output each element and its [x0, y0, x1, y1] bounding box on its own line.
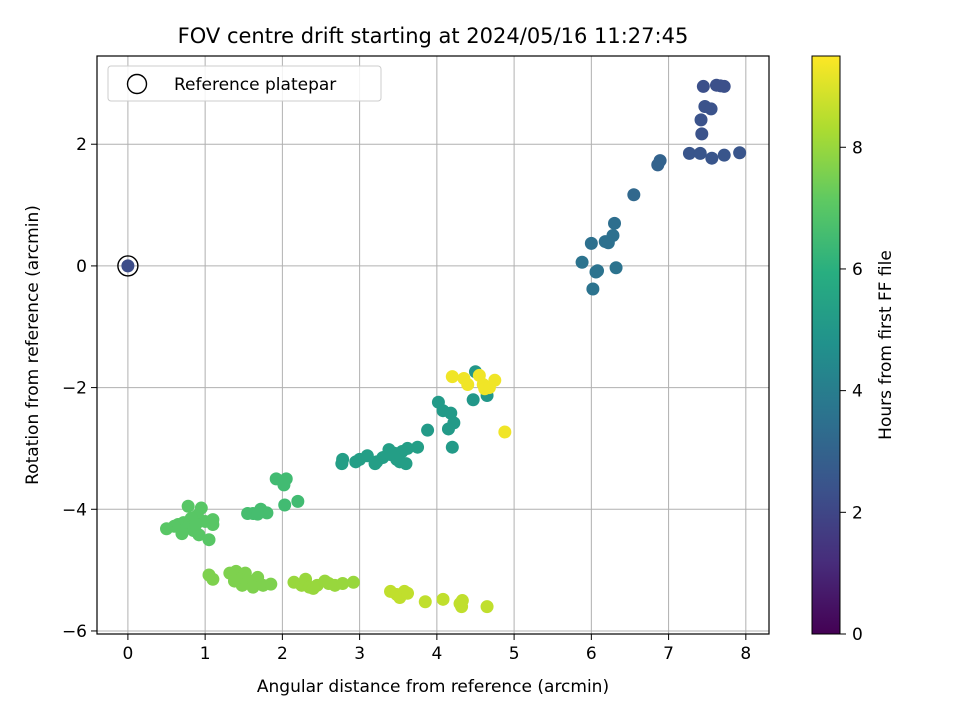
x-tick-label: 8	[740, 644, 751, 664]
scatter-point	[202, 533, 216, 547]
x-tick-label: 0	[122, 644, 133, 664]
scatter-point	[488, 373, 502, 387]
scatter-point	[335, 457, 349, 471]
scatter-point	[189, 517, 203, 531]
scatter-point	[586, 282, 600, 296]
scatter-point	[584, 236, 598, 250]
y-tick-label: 0	[76, 257, 87, 277]
scatter-point	[160, 522, 174, 536]
colorbar-gradient	[811, 55, 841, 635]
colorbar-label: Hours from first FF file	[876, 250, 896, 440]
x-tick-label: 6	[586, 644, 597, 664]
reference-point-ring	[117, 255, 139, 277]
scatter-point	[693, 146, 707, 160]
scatter-point	[609, 261, 623, 275]
y-tick-label: −2	[62, 379, 87, 399]
scatter-point	[411, 440, 425, 454]
x-axis-label: Angular distance from reference (arcmin)	[257, 677, 609, 697]
scatter-point	[601, 236, 615, 250]
scatter-point	[421, 423, 435, 437]
colorbar-tick-label: 6	[852, 260, 863, 280]
x-tick-label: 7	[663, 644, 674, 664]
scatter-point	[441, 422, 455, 436]
y-tick-label: −6	[62, 622, 87, 642]
legend: Reference platepar	[107, 65, 382, 102]
scatter-point	[227, 574, 241, 588]
scatter-point	[277, 478, 291, 492]
scatter-point	[480, 600, 494, 614]
scatter-point	[368, 457, 382, 471]
scatter-points	[160, 78, 747, 614]
scatter-point	[717, 79, 731, 93]
scatter-point	[181, 499, 195, 513]
scatter-point	[627, 188, 641, 202]
scatter-point	[694, 113, 708, 127]
colorbar-ticks: 0 2 4 6 8	[840, 138, 863, 645]
legend-marker-reference	[126, 73, 148, 95]
scatter-point	[696, 79, 710, 93]
x-tick-label: 2	[277, 644, 288, 664]
scatter-point	[349, 455, 363, 469]
y-axis-ticks: −6 −4 −2 0 2	[62, 135, 97, 642]
scatter-point	[704, 102, 718, 116]
legend-label-reference: Reference platepar	[174, 75, 336, 95]
scatter-point	[206, 572, 220, 586]
y-axis-label: Rotation from reference (arcmin)	[23, 205, 43, 485]
scatter-point	[575, 255, 589, 269]
scatter-point	[445, 370, 459, 384]
scatter-point	[695, 127, 709, 141]
scatter-point	[498, 425, 512, 439]
scatter-point	[264, 577, 278, 591]
scatter-point	[192, 528, 206, 542]
scatter-point	[291, 494, 305, 508]
scatter-point	[705, 151, 719, 165]
scatter-point	[251, 507, 265, 521]
colorbar-tick-label: 8	[852, 138, 863, 158]
reference-marker	[117, 255, 139, 277]
x-tick-label: 3	[354, 644, 365, 664]
scatter-point	[608, 216, 622, 230]
scatter-point	[346, 575, 360, 589]
scatter-point	[401, 586, 415, 600]
scatter-point	[306, 581, 320, 595]
scatter-point	[418, 595, 432, 609]
scatter-point	[653, 154, 667, 168]
scatter-point	[175, 527, 189, 541]
scatter-point	[278, 498, 292, 512]
colorbar: 0 2 4 6 8 Hours from first FF file	[811, 55, 896, 645]
y-tick-label: −4	[62, 500, 87, 520]
scatter-point	[436, 592, 450, 606]
scatter-point	[461, 378, 475, 392]
colorbar-tick-label: 0	[852, 625, 863, 645]
legend-box	[107, 65, 382, 102]
scatter-point	[336, 577, 350, 591]
scatter-point	[733, 146, 747, 160]
scatter-point	[399, 457, 413, 471]
plot-frame	[96, 55, 770, 635]
reference-point	[121, 259, 135, 273]
scatter-point	[445, 440, 459, 454]
x-axis-ticks: 0 1 2 3 4 5 6 7 8	[122, 634, 751, 664]
scatter-point	[466, 393, 480, 407]
scatter-point	[589, 265, 603, 279]
x-tick-label: 4	[431, 644, 442, 664]
scatter-point	[246, 580, 260, 594]
scatter-point	[206, 517, 220, 531]
chart-title: FOV centre drift starting at 2024/05/16 …	[178, 24, 689, 48]
grid-lines	[97, 56, 769, 634]
scatter-point	[455, 594, 469, 608]
x-tick-label: 5	[509, 644, 520, 664]
colorbar-tick-label: 2	[852, 503, 863, 523]
scatter-point	[717, 148, 731, 162]
scatter-point	[682, 146, 696, 160]
y-tick-label: 2	[76, 135, 87, 155]
x-tick-label: 1	[200, 644, 211, 664]
colorbar-tick-label: 4	[852, 382, 863, 402]
scatter-point	[384, 448, 398, 462]
